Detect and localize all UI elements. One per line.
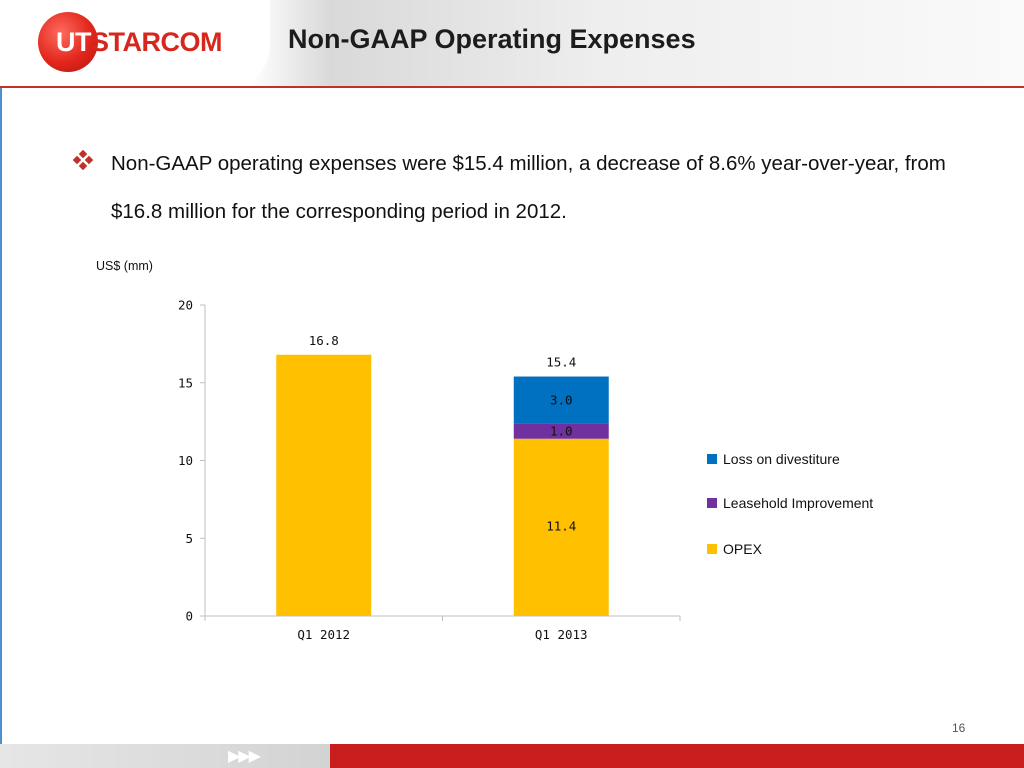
legend-item-loss-on-divestiture: Loss on divestiture xyxy=(707,451,840,467)
bar-loss-on-divestiture xyxy=(513,376,609,424)
total-label: 15.4 xyxy=(546,355,576,370)
legend-swatch-loss xyxy=(707,454,717,464)
footer-arrows-icon: ▶▶▶ xyxy=(228,748,261,765)
y-tick-label: 15 xyxy=(178,375,193,390)
logo-circle-icon xyxy=(38,12,98,72)
bullet-text: Non-GAAP operating expenses were $15.4 m… xyxy=(111,152,946,223)
header-divider xyxy=(0,86,1024,88)
bar-opex xyxy=(513,438,609,616)
bar-opex xyxy=(276,354,372,616)
legend-item-opex: OPEX xyxy=(707,541,762,557)
x-tick-label: Q1 2012 xyxy=(297,627,350,642)
legend-label-loss: Loss on divestiture xyxy=(723,451,840,467)
legend-swatch-opex xyxy=(707,544,717,554)
logo-text: UTSTARCOM xyxy=(56,27,223,57)
y-tick-label: 10 xyxy=(178,453,193,468)
legend-item-leasehold-improvement: Leasehold Improvement xyxy=(707,495,873,511)
y-tick-label: 0 xyxy=(185,609,193,624)
bar-leasehold-improvement xyxy=(513,423,609,439)
page-number: 16 xyxy=(952,721,966,735)
left-accent-rule xyxy=(0,88,2,744)
y-tick-label: 5 xyxy=(185,531,193,546)
data-label-leasehold-improvement: 1.0 xyxy=(550,423,573,438)
utstarcom-logo: UTSTARCOM xyxy=(38,12,242,72)
y-tick-label: 20 xyxy=(178,298,193,313)
chart-unit-label: US$ (mm) xyxy=(96,259,153,273)
data-label-loss-on-divestiture: 3.0 xyxy=(550,392,573,407)
opex-bar-chart: 0 5 10 15 20 16.8 Q1 2012 11.4 1.0 3.0 15.4 Q1 2013 xyxy=(178,298,681,642)
slide-title: Non-GAAP Operating Expenses xyxy=(288,24,696,54)
x-tick-label: Q1 2013 xyxy=(535,627,588,642)
diamond-bullet-icon xyxy=(73,150,93,170)
legend-label-leasehold: Leasehold Improvement xyxy=(723,495,874,511)
legend-label-opex: OPEX xyxy=(723,541,762,557)
data-label-opex: 16.8 xyxy=(309,333,339,348)
footer-bar xyxy=(0,744,1024,768)
data-label-opex: 11.4 xyxy=(546,518,576,533)
legend-swatch-leasehold xyxy=(707,498,717,508)
